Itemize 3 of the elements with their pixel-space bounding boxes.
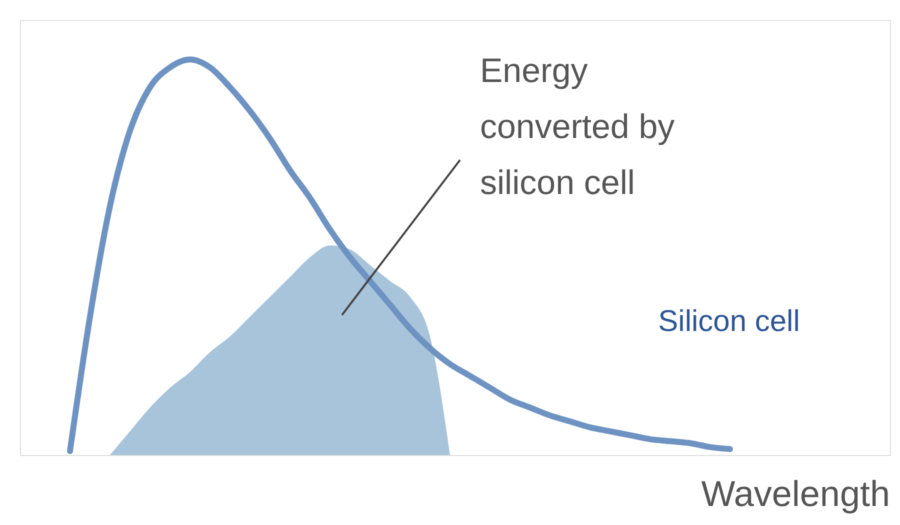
annotation: Silicon cell xyxy=(658,305,800,338)
x-axis-title: Wavelength xyxy=(701,473,890,514)
annotation: Energy converted by silicon cell xyxy=(480,52,675,202)
